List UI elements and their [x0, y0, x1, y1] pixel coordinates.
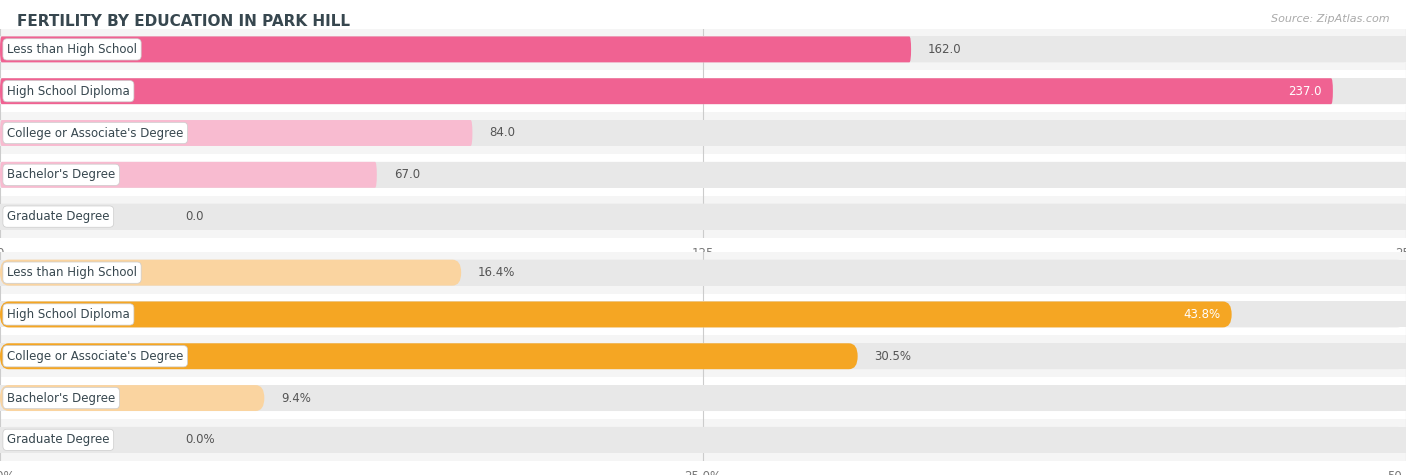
Text: Source: ZipAtlas.com: Source: ZipAtlas.com	[1271, 14, 1389, 24]
Text: 30.5%: 30.5%	[875, 350, 911, 363]
FancyBboxPatch shape	[0, 78, 1406, 104]
Bar	[0, 294, 1406, 335]
Text: 84.0: 84.0	[489, 126, 515, 140]
FancyBboxPatch shape	[0, 302, 1232, 327]
Text: 9.4%: 9.4%	[281, 391, 311, 405]
Bar	[0, 112, 1406, 154]
Text: Bachelor's Degree: Bachelor's Degree	[7, 168, 115, 181]
Text: High School Diploma: High School Diploma	[7, 85, 129, 98]
FancyBboxPatch shape	[0, 385, 1406, 411]
Bar	[0, 78, 1406, 104]
Text: 16.4%: 16.4%	[478, 266, 516, 279]
Bar	[0, 302, 1406, 327]
FancyBboxPatch shape	[0, 162, 1406, 188]
FancyBboxPatch shape	[0, 260, 1406, 285]
FancyBboxPatch shape	[0, 343, 1406, 369]
Text: 237.0: 237.0	[1288, 85, 1322, 98]
Bar	[0, 419, 1406, 461]
Bar	[0, 252, 1406, 294]
Bar	[0, 28, 1406, 70]
Bar	[0, 385, 1406, 411]
Text: College or Associate's Degree: College or Associate's Degree	[7, 350, 183, 363]
FancyBboxPatch shape	[0, 343, 858, 369]
Text: Graduate Degree: Graduate Degree	[7, 433, 110, 446]
FancyBboxPatch shape	[0, 427, 1406, 453]
FancyBboxPatch shape	[0, 120, 472, 146]
Bar	[0, 260, 1406, 285]
Bar	[0, 377, 1406, 419]
Bar	[0, 70, 1406, 112]
FancyBboxPatch shape	[0, 37, 1406, 62]
FancyBboxPatch shape	[0, 204, 1406, 229]
Text: 0.0%: 0.0%	[186, 433, 215, 446]
FancyBboxPatch shape	[0, 78, 1333, 104]
Text: High School Diploma: High School Diploma	[7, 308, 129, 321]
FancyBboxPatch shape	[0, 385, 264, 411]
Bar	[0, 196, 1406, 238]
Text: 43.8%: 43.8%	[1184, 308, 1220, 321]
FancyBboxPatch shape	[0, 302, 1406, 327]
Text: FERTILITY BY EDUCATION IN PARK HILL: FERTILITY BY EDUCATION IN PARK HILL	[17, 14, 350, 29]
Text: Less than High School: Less than High School	[7, 266, 136, 279]
Text: 0.0: 0.0	[186, 210, 204, 223]
Text: College or Associate's Degree: College or Associate's Degree	[7, 126, 183, 140]
Bar	[0, 154, 1406, 196]
Bar	[0, 335, 1406, 377]
Bar	[0, 37, 1406, 62]
Text: Less than High School: Less than High School	[7, 43, 136, 56]
FancyBboxPatch shape	[0, 120, 1406, 146]
Bar	[0, 427, 1406, 453]
FancyBboxPatch shape	[0, 37, 911, 62]
Text: 67.0: 67.0	[394, 168, 420, 181]
FancyBboxPatch shape	[0, 260, 461, 285]
Bar	[0, 343, 1406, 369]
Bar	[0, 204, 1406, 229]
Text: Bachelor's Degree: Bachelor's Degree	[7, 391, 115, 405]
Bar	[0, 162, 1406, 188]
Text: Graduate Degree: Graduate Degree	[7, 210, 110, 223]
Text: 162.0: 162.0	[928, 43, 962, 56]
Bar	[0, 120, 1406, 146]
FancyBboxPatch shape	[0, 162, 377, 188]
